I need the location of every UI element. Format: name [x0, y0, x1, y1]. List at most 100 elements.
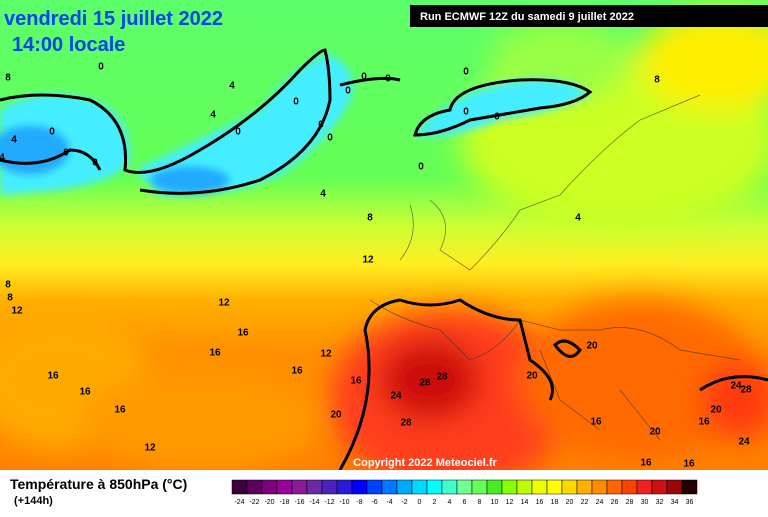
scale-label: 20	[566, 499, 574, 506]
contour-label: 12	[144, 443, 156, 454]
scale-label: -12	[324, 499, 334, 506]
scale-label: -6	[371, 499, 377, 506]
scale-swatch	[321, 479, 338, 495]
scale-swatch	[246, 479, 263, 495]
scale-swatch	[276, 479, 293, 495]
contour-label: 20	[330, 410, 342, 421]
scale-label: 0	[418, 499, 422, 506]
forecast-time: 14:00 locale	[12, 34, 125, 56]
scale-swatch	[456, 479, 473, 495]
scale-swatch	[561, 479, 578, 495]
scale-swatch	[651, 479, 668, 495]
scale-label: 12	[506, 499, 514, 506]
contour-label: 28	[400, 418, 412, 429]
contour-label: 8	[5, 280, 11, 291]
contour-label: 16	[114, 405, 126, 416]
scale-swatch	[501, 479, 518, 495]
contour-label: 0	[318, 120, 324, 131]
scale-swatch	[636, 479, 653, 495]
contour-label: 16	[237, 328, 249, 339]
contour-label: 0	[49, 127, 55, 138]
scale-label: -14	[309, 499, 319, 506]
contour-label: 0	[235, 127, 241, 138]
contour-label: 28	[436, 372, 448, 383]
scale-label: 22	[581, 499, 589, 506]
scale-swatch	[681, 479, 698, 495]
scale-swatch	[261, 479, 278, 495]
scale-swatch	[591, 479, 608, 495]
forecast-date: vendredi 15 juillet 2022	[4, 8, 223, 30]
scale-label: -18	[279, 499, 289, 506]
scale-label: 34	[671, 499, 679, 506]
contour-label: 0	[98, 62, 104, 73]
temperature-field	[0, 0, 768, 490]
contour-label: 0	[418, 162, 424, 173]
scale-label: 28	[626, 499, 634, 506]
run-banner	[410, 5, 768, 27]
contour-label: 16	[683, 459, 695, 470]
scale-swatch	[486, 479, 503, 495]
color-scale: -24 -22 -20 -18 -16 -14 -12 -10 -8 -6 -4 -2 0 2 4 6 8 10 1…	[231, 479, 698, 506]
contour-label: 20	[586, 341, 598, 352]
contour-label: 12	[362, 255, 374, 266]
scale-swatch	[621, 479, 638, 495]
contour-label: 4	[0, 153, 5, 164]
contour-label: 4	[575, 213, 581, 224]
scale-swatch	[531, 479, 548, 495]
scale-swatch	[336, 479, 353, 495]
scale-swatch	[546, 479, 563, 495]
scale-swatch	[426, 479, 443, 495]
scale-swatch	[411, 479, 428, 495]
scale-label: 2	[433, 499, 437, 506]
contour-label: 16	[79, 387, 91, 398]
contour-label: 4	[11, 135, 17, 146]
scale-label: 6	[463, 499, 467, 506]
scale-swatch	[471, 479, 488, 495]
contour-label: 0	[92, 158, 98, 169]
contour-label: 0	[293, 97, 299, 108]
contour-label: 24	[390, 391, 402, 402]
scale-swatch	[306, 479, 323, 495]
contour-label: 16	[698, 417, 710, 428]
contour-label: 16	[291, 366, 303, 377]
contour-label: 16	[590, 417, 602, 428]
scale-swatch	[666, 479, 683, 495]
contour-label: 8	[7, 293, 13, 304]
contour-label: 0	[494, 112, 500, 123]
scale-label: -2	[401, 499, 407, 506]
contour-label: 28	[740, 385, 752, 396]
scale-swatch	[291, 479, 308, 495]
run-info: Run ECMWF 12Z du samedi 9 juillet 2022	[420, 11, 634, 23]
scale-swatch	[381, 479, 398, 495]
scale-swatch	[366, 479, 383, 495]
scale-label: -4	[386, 499, 392, 506]
scale-swatch	[516, 479, 533, 495]
copyright: Copyright 2022 Meteociel.fr	[353, 457, 497, 469]
scale-label: -22	[249, 499, 259, 506]
contour-label: 20	[649, 427, 661, 438]
scale-swatch	[396, 479, 413, 495]
contour-label: 28	[419, 378, 431, 389]
scale-label: 24	[596, 499, 604, 506]
contour-label: 12	[218, 298, 230, 309]
scale-label: 26	[611, 499, 619, 506]
contour-label: 20	[710, 405, 722, 416]
scale-label: 36	[686, 499, 694, 506]
contour-label: 12	[320, 349, 332, 360]
contour-label: 0	[361, 72, 367, 83]
contour-label: 24	[730, 381, 742, 392]
scale-swatch	[231, 479, 248, 495]
contour-label: 0	[463, 107, 469, 118]
contour-label: 8	[5, 73, 11, 84]
contour-label: 4	[210, 110, 216, 121]
contour-label: 20	[526, 371, 538, 382]
scale-label: 18	[551, 499, 559, 506]
contour-label: 8	[654, 75, 660, 86]
contour-label: 0	[63, 148, 69, 159]
contour-label: 24	[738, 437, 750, 448]
contour-label: 4	[229, 81, 235, 92]
contour-label: 8	[367, 213, 373, 224]
contour-label: 0	[385, 74, 391, 85]
